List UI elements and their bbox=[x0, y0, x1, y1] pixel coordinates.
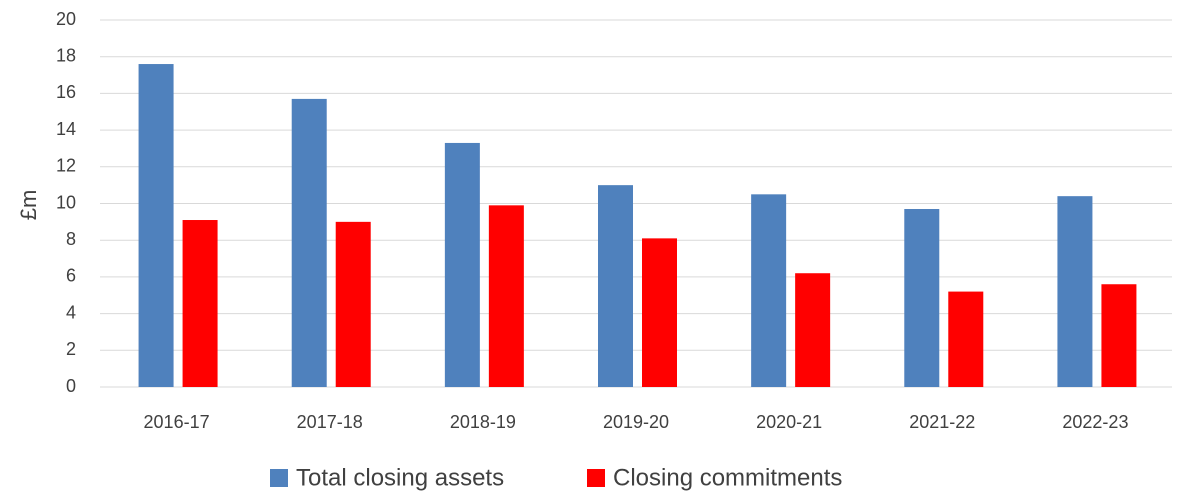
y-tick-label: 6 bbox=[66, 266, 76, 286]
x-tick-label: 2017-18 bbox=[297, 412, 363, 432]
bar bbox=[182, 220, 218, 387]
y-tick-label: 18 bbox=[56, 45, 76, 65]
y-tick-label: 4 bbox=[66, 302, 76, 322]
y-tick-label: 8 bbox=[66, 229, 76, 249]
x-tick-label: 2020-21 bbox=[756, 412, 822, 432]
bar bbox=[598, 185, 633, 387]
y-tick-label: 2 bbox=[66, 339, 76, 359]
bar bbox=[488, 205, 524, 387]
x-tick-label: 2019-20 bbox=[603, 412, 669, 432]
x-tick-label: 2021-22 bbox=[909, 412, 975, 432]
bar bbox=[904, 209, 940, 387]
legend-label: Closing commitments bbox=[613, 464, 842, 491]
bar bbox=[642, 238, 677, 387]
y-axis-label: £m bbox=[16, 190, 41, 221]
y-tick-label: 14 bbox=[56, 119, 76, 139]
x-tick-label: 2016-17 bbox=[144, 412, 210, 432]
bar bbox=[335, 221, 371, 387]
bar bbox=[1057, 196, 1093, 387]
bar bbox=[138, 64, 174, 387]
bar bbox=[795, 273, 831, 387]
bar bbox=[444, 142, 480, 387]
legend-label: Total closing assets bbox=[296, 464, 504, 491]
legend-swatch bbox=[270, 469, 288, 487]
y-tick-label: 10 bbox=[56, 192, 76, 212]
y-tick-label: 0 bbox=[66, 376, 76, 396]
y-tick-label: 20 bbox=[56, 9, 76, 29]
legend-swatch bbox=[587, 469, 605, 487]
x-tick-label: 2018-19 bbox=[450, 412, 516, 432]
x-tick-label: 2022-23 bbox=[1062, 412, 1128, 432]
bar bbox=[1101, 284, 1137, 387]
y-tick-label: 16 bbox=[56, 82, 76, 102]
y-tick-label: 12 bbox=[56, 156, 76, 176]
bar bbox=[751, 194, 787, 387]
bar bbox=[948, 291, 984, 387]
bar bbox=[291, 98, 327, 387]
